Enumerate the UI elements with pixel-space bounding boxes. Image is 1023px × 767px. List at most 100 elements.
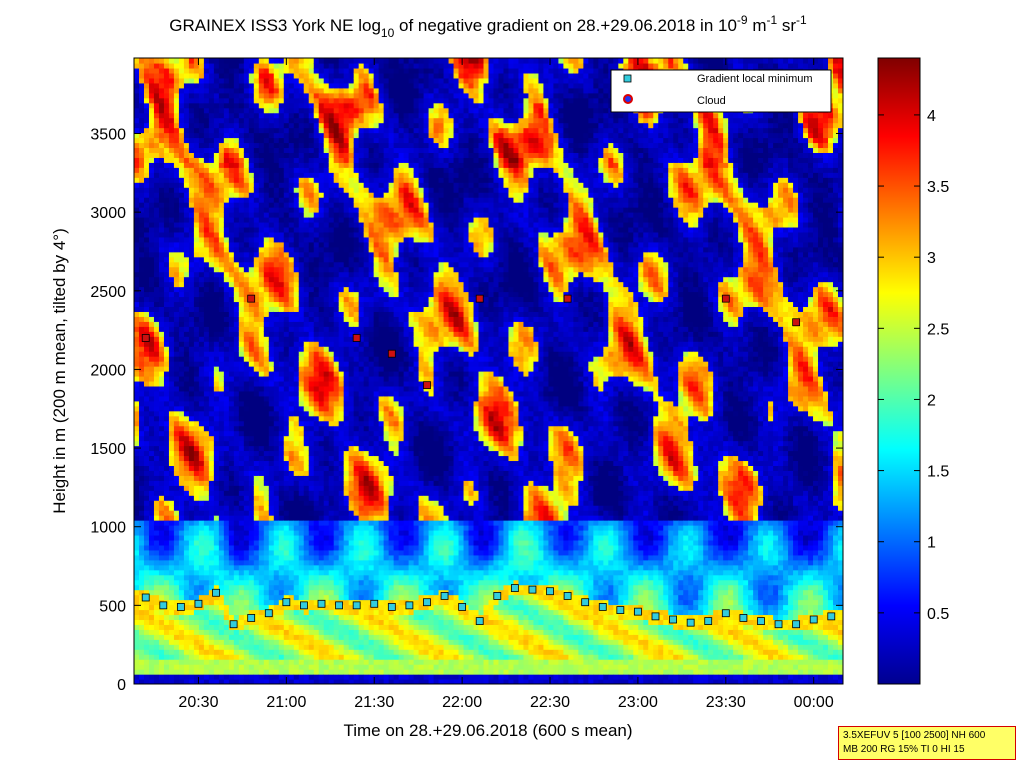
heatmap-cell <box>218 659 225 665</box>
heatmap-cell <box>308 574 315 581</box>
heatmap-cell <box>303 371 310 377</box>
heatmap-cell <box>188 87 195 94</box>
heatmap-cell <box>278 375 285 382</box>
heatmap-cell <box>298 87 305 94</box>
heatmap-cell <box>168 539 175 546</box>
heatmap-cell <box>243 390 250 397</box>
heatmap-cell <box>153 202 160 208</box>
heatmap-cell <box>188 495 195 501</box>
heatmap-cell <box>223 132 230 139</box>
heatmap-cell <box>173 559 180 566</box>
heatmap-cell <box>293 58 300 64</box>
heatmap-cell <box>263 539 270 546</box>
heatmap-cell <box>283 127 290 134</box>
heatmap-cell <box>323 664 330 670</box>
heatmap-cell <box>158 385 165 392</box>
heatmap-cell <box>153 301 160 308</box>
heatmap-cell <box>178 425 185 432</box>
heatmap-cell <box>323 629 330 635</box>
heatmap-cell <box>183 525 190 531</box>
heatmap-cell <box>323 291 330 298</box>
heatmap-cell <box>308 346 315 352</box>
heatmap-cell <box>248 172 255 178</box>
heatmap-cell <box>308 172 315 178</box>
heatmap-cell <box>288 495 295 501</box>
heatmap-cell <box>168 67 175 74</box>
heatmap-cell <box>293 495 300 501</box>
heatmap-cell <box>223 117 230 124</box>
heatmap-cell <box>328 649 335 655</box>
heatmap-cell <box>263 331 270 337</box>
heatmap-cell <box>318 291 325 298</box>
heatmap-cell <box>263 475 270 481</box>
heatmap-cell <box>173 480 180 486</box>
heatmap-cell <box>298 351 305 357</box>
heatmap-cell <box>134 549 140 556</box>
heatmap-cell <box>138 62 145 69</box>
heatmap-cell <box>318 385 325 392</box>
heatmap-cell <box>248 380 255 387</box>
heatmap-cell <box>198 92 205 99</box>
heatmap-cell <box>223 604 230 611</box>
heatmap-cell <box>248 515 255 521</box>
heatmap-cell <box>168 624 175 630</box>
heatmap-cell <box>153 679 160 684</box>
heatmap-cell <box>258 147 265 153</box>
heatmap-cell <box>134 649 140 655</box>
heatmap-cell <box>223 336 230 342</box>
heatmap-cell <box>288 127 295 134</box>
heatmap-cell <box>263 534 270 541</box>
heatmap-cell <box>303 276 310 283</box>
heatmap-cell <box>208 182 215 188</box>
heatmap-cell <box>323 470 330 476</box>
heatmap-cell <box>228 197 235 203</box>
heatmap-cell <box>283 435 290 442</box>
heatmap-cell <box>134 385 140 392</box>
heatmap-cell <box>134 351 140 357</box>
heatmap-cell <box>153 321 160 327</box>
heatmap-cell <box>318 460 325 466</box>
heatmap-cell <box>278 679 285 684</box>
heatmap-cell <box>134 261 140 268</box>
heatmap-cell <box>178 505 185 511</box>
heatmap-cell <box>258 82 265 89</box>
heatmap-cell <box>163 435 170 442</box>
heatmap-cell <box>228 97 235 104</box>
heatmap-cell <box>298 644 305 650</box>
heatmap-cell <box>308 162 315 168</box>
heatmap-cell <box>263 152 270 158</box>
heatmap-cell <box>143 296 150 303</box>
heatmap-cell <box>218 112 225 119</box>
heatmap-cell <box>208 197 215 203</box>
heatmap-cell <box>293 162 300 168</box>
heatmap-cell <box>168 371 175 377</box>
heatmap-cell <box>198 266 205 273</box>
heatmap-cell <box>178 221 185 228</box>
heatmap-cell <box>208 420 215 427</box>
heatmap-cell <box>168 306 175 312</box>
heatmap-cell <box>134 465 140 471</box>
heatmap-cell <box>168 589 175 596</box>
heatmap-cell <box>278 480 285 486</box>
heatmap-cell <box>228 276 235 283</box>
heatmap-cell <box>288 167 295 173</box>
heatmap-cell <box>273 207 280 213</box>
heatmap-cell <box>213 400 220 407</box>
heatmap-cell <box>328 564 335 571</box>
heatmap-cell <box>168 256 175 263</box>
heatmap-cell <box>288 654 295 660</box>
heatmap-cell <box>263 147 270 153</box>
heatmap-cell <box>183 172 190 178</box>
heatmap-cell <box>258 679 265 684</box>
heatmap-cell <box>223 207 230 213</box>
heatmap-cell <box>158 520 165 526</box>
heatmap-cell <box>208 480 215 486</box>
heatmap-cell <box>248 97 255 104</box>
heatmap-cell <box>293 450 300 457</box>
heatmap-cell <box>273 604 280 611</box>
heatmap-cell <box>193 559 200 566</box>
heatmap-cell <box>143 525 150 531</box>
heatmap-cell <box>203 266 210 273</box>
heatmap-cell <box>303 400 310 407</box>
heatmap-cell <box>223 420 230 427</box>
